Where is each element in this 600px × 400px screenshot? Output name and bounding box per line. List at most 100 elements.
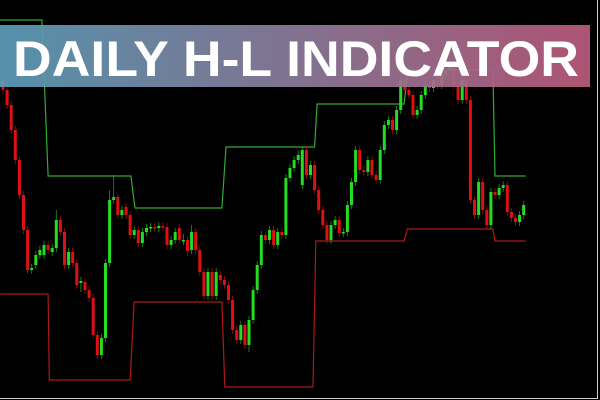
banner-title: DAILY H-L INDICATOR (13, 31, 579, 87)
candle-body (247, 320, 251, 345)
candle-body (38, 250, 42, 255)
candle-body (67, 252, 71, 265)
bull-candle (104, 259, 107, 342)
candle-body (366, 160, 370, 172)
bear-candle (391, 116, 394, 134)
candle-body (468, 100, 472, 200)
bull-candle (477, 178, 481, 219)
candle-body (227, 285, 230, 300)
candle-body (112, 197, 116, 200)
candle-body (280, 232, 284, 235)
candle-body (128, 215, 132, 235)
bull-candle (350, 178, 353, 209)
candle-body (124, 207, 128, 215)
bear-candle (26, 226, 30, 274)
candle-body (489, 192, 493, 225)
bear-candle (337, 216, 341, 237)
bull-candle (30, 264, 34, 274)
bull-candle (149, 223, 153, 232)
candle-body (300, 150, 304, 185)
bull-candle (489, 188, 493, 229)
bull-candle (67, 248, 71, 269)
candle-body (22, 195, 25, 230)
bull-candle (214, 268, 218, 300)
bull-candle (378, 146, 382, 184)
bear-candle (198, 246, 202, 276)
candle-body (325, 225, 329, 240)
bull-candle (259, 231, 263, 269)
bull-candle (108, 190, 112, 267)
bear-candle (177, 224, 181, 244)
candle-body (140, 232, 144, 243)
bull-candle (42, 241, 46, 259)
bear-candle (13, 126, 17, 164)
candle-body (259, 235, 263, 265)
candle-body (382, 125, 386, 150)
candle-body (17, 160, 21, 195)
bear-candle (222, 276, 226, 289)
bear-candle (87, 286, 91, 302)
candle-body (370, 160, 374, 175)
candle-body (46, 245, 50, 250)
candle-body (145, 228, 148, 232)
bear-candle (485, 206, 489, 229)
candle-body (63, 232, 66, 265)
bull-candle (522, 201, 526, 219)
candle-body (173, 232, 177, 240)
candle-body (161, 226, 165, 228)
candle-body (341, 232, 345, 234)
candle-body (473, 200, 476, 215)
candle-body (75, 263, 79, 285)
candle-body (276, 232, 280, 245)
candle-body (485, 210, 489, 225)
candle-body (231, 300, 235, 330)
candle-body (362, 170, 366, 172)
bear-candle (161, 222, 165, 231)
bear-candle (509, 208, 513, 222)
candle-body (354, 150, 358, 182)
bear-candle (243, 321, 247, 349)
bear-candle (231, 296, 235, 334)
candle-body (337, 220, 341, 233)
bull-candle (50, 244, 54, 256)
candle-body (374, 175, 378, 180)
candle-body (71, 252, 75, 263)
bear-candle (5, 86, 9, 109)
bull-candle (501, 181, 505, 192)
bull-candle (169, 236, 173, 249)
candle-body (198, 250, 202, 272)
candle-body (456, 85, 460, 100)
bear-candle (194, 228, 198, 254)
bear-candle (136, 226, 140, 247)
bear-candle (514, 214, 517, 226)
bull-candle (276, 228, 280, 249)
candle-body (378, 150, 382, 180)
candle-body (116, 197, 120, 215)
bull-candle (34, 251, 38, 269)
bear-candle (9, 101, 13, 134)
candle-body (235, 330, 239, 340)
candle-body (304, 150, 308, 175)
bull-candle (419, 91, 423, 114)
bear-candle (473, 196, 476, 219)
bull-candle (247, 316, 251, 352)
bear-candle (321, 206, 325, 229)
bear-candle (58, 216, 62, 236)
bear-candle (505, 181, 509, 216)
bull-candle (395, 106, 399, 134)
candle-body (95, 335, 99, 355)
candle-body (407, 90, 411, 95)
bull-candle (366, 156, 370, 176)
candle-body (411, 95, 415, 115)
candle-body (222, 280, 226, 285)
candle-body (50, 248, 54, 252)
candle-body (522, 205, 526, 215)
bull-candle (79, 277, 83, 292)
bear-candle (370, 156, 374, 179)
bull-candle (386, 116, 390, 129)
bull-candle (181, 234, 185, 245)
candle-body (210, 272, 214, 296)
candle-body (284, 178, 288, 235)
candle-body (104, 263, 107, 338)
candle-body (13, 130, 17, 160)
